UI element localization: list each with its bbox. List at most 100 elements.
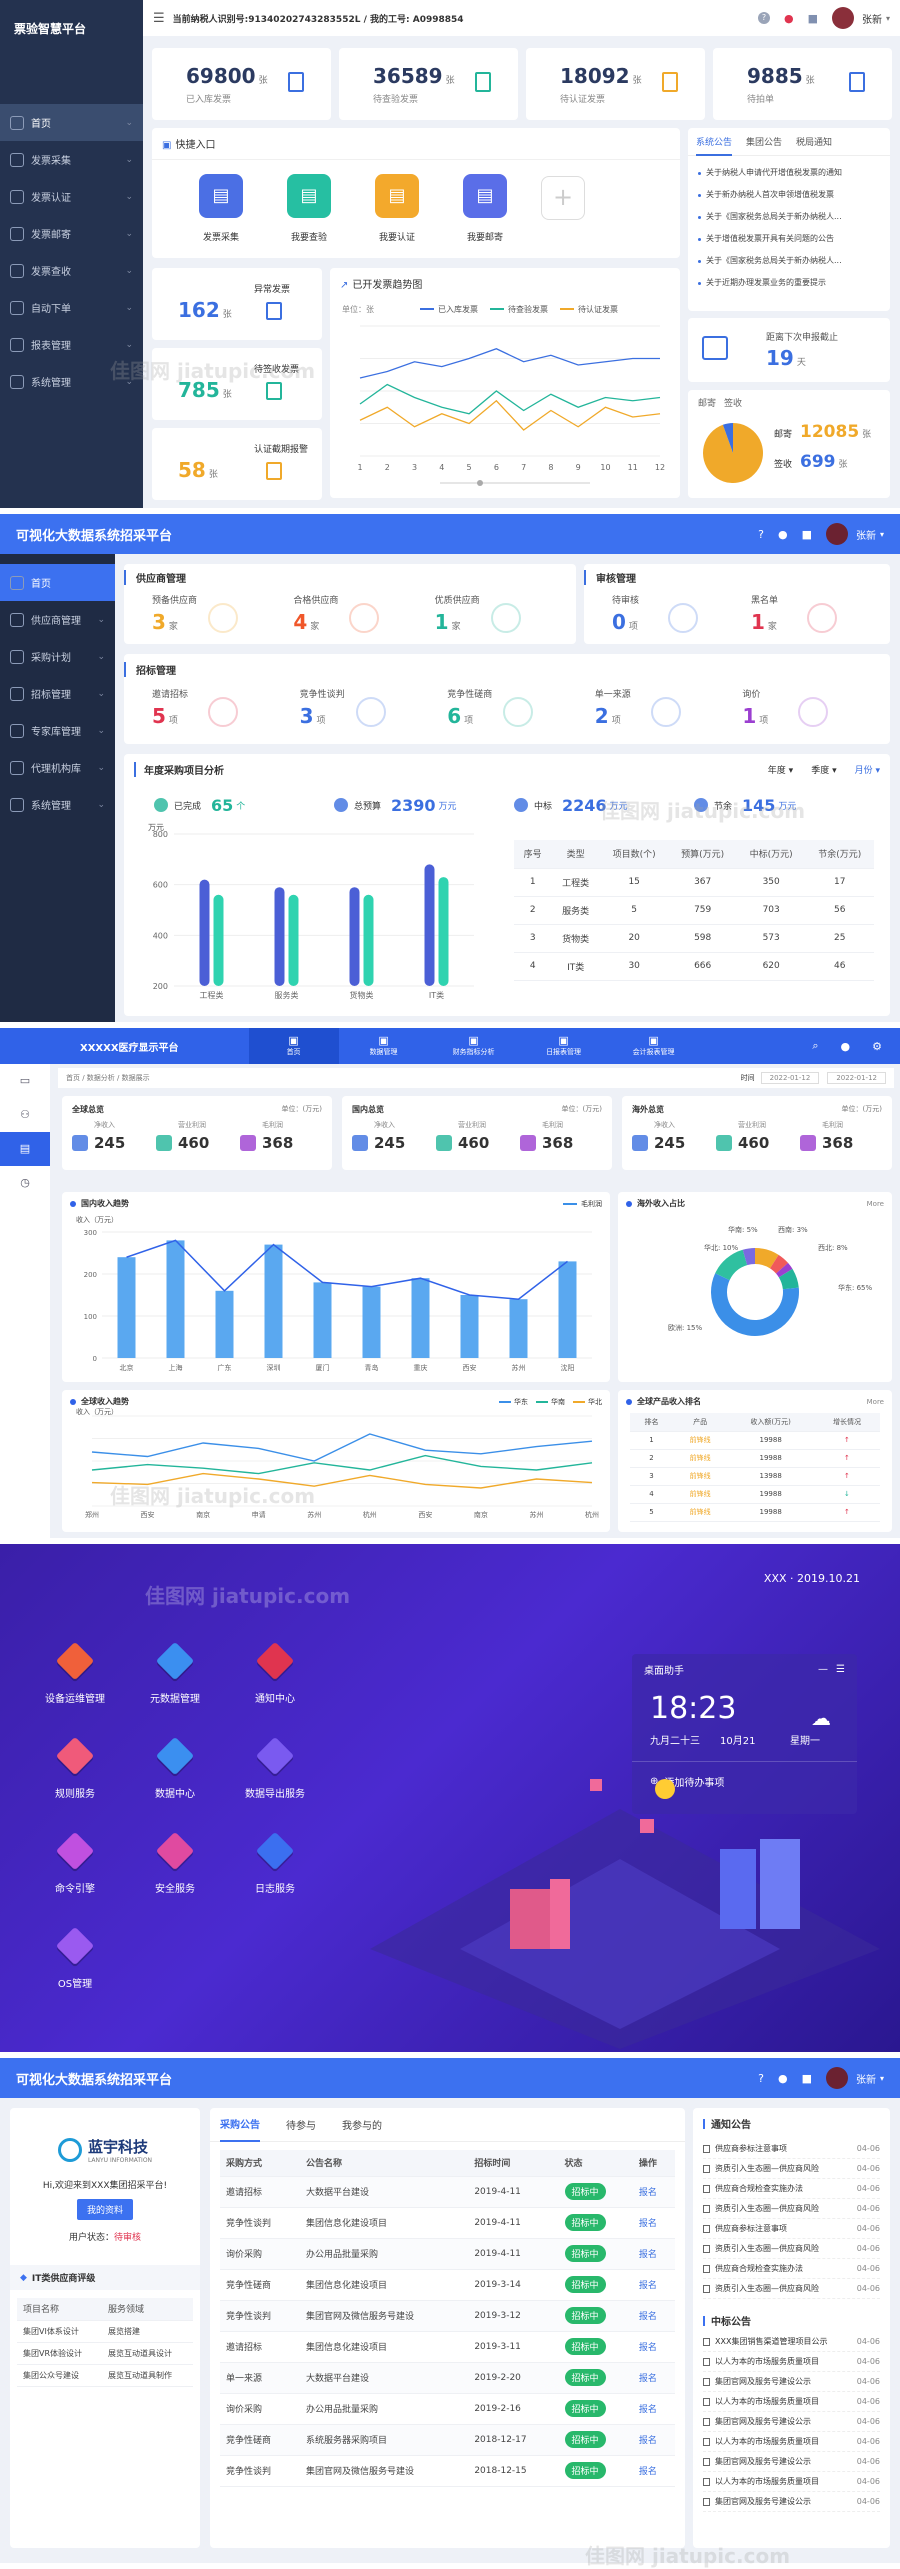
list-item[interactable]: 资质引入生态圈—供应商风险 04-06 [703, 2279, 880, 2299]
gear-icon[interactable]: ⚙ [872, 1039, 882, 1053]
table-cell[interactable]: 报名 [632, 2424, 675, 2456]
table-cell[interactable]: 招标中 [558, 2300, 633, 2332]
more-link[interactable]: More [866, 1397, 884, 1406]
username[interactable]: 张新 [855, 530, 876, 542]
stat-block[interactable]: 单一来源 2 项 [595, 687, 743, 733]
shirt-icon[interactable]: ■ [801, 2071, 812, 2085]
notice-tab[interactable]: 集团公告 [746, 138, 783, 148]
stat-block[interactable]: 询价 1 项 [742, 687, 890, 733]
table-cell[interactable]: 招标中 [558, 2331, 633, 2363]
sidebar-item[interactable]: 代理机构库 ⌄ [0, 749, 115, 786]
app-shortcut[interactable]: 设备运维管理 [30, 1641, 120, 1705]
username[interactable]: 张新 [855, 2074, 876, 2086]
sidebar-item[interactable]: 系统管理 ⌄ [0, 363, 143, 400]
quick-entry-item[interactable]: ▤ 我要认证 [353, 174, 441, 243]
signup-link[interactable]: 报名 [638, 2219, 657, 2229]
app-shortcut[interactable]: OS管理 [30, 1926, 120, 1990]
avatar[interactable] [831, 7, 854, 29]
app-shortcut[interactable]: 数据导出服务 [230, 1736, 320, 1800]
table-cell[interactable]: 报名 [632, 2238, 675, 2270]
list-item[interactable]: 以人为本的市场服务质量项目 04-06 [703, 2472, 880, 2492]
sidebar-item[interactable]: 专家库管理 ⌄ [0, 712, 115, 749]
main-tab[interactable]: ▣ 会计报表管理 [609, 1028, 699, 1064]
avatar[interactable] [825, 2067, 848, 2089]
app-shortcut[interactable]: 数据中心 [130, 1736, 220, 1800]
date-end-input[interactable]: 2022-01-12 [827, 1072, 886, 1084]
signup-link[interactable]: 报名 [638, 2188, 657, 2198]
sidebar-item[interactable]: 系统管理 ⌄ [0, 786, 115, 823]
notification-icon[interactable]: ● [777, 527, 788, 541]
chevron-down-icon[interactable]: ▾ [879, 529, 884, 539]
sidebar-item[interactable]: 招标管理 ⌄ [0, 675, 115, 712]
stat-block[interactable]: 邀请招标 5 项 [152, 687, 300, 733]
app-shortcut[interactable]: 安全服务 [130, 1831, 220, 1895]
stat-block[interactable]: 黑名单 1 家 [751, 593, 890, 639]
list-item[interactable]: 供应商合规检查实施办法 04-06 [703, 2179, 880, 2199]
app-shortcut[interactable]: 元数据管理 [130, 1641, 220, 1705]
help-icon[interactable]: ? [757, 12, 770, 24]
table-cell[interactable]: 报名 [632, 2455, 675, 2487]
signup-link[interactable]: 报名 [638, 2312, 657, 2322]
list-item[interactable]: 以人为本的市场服务质量项目 04-06 [703, 2352, 880, 2372]
notice-item[interactable]: 关于《国家税务总局关于新办纳税人... [698, 206, 880, 228]
username[interactable]: 张新 [861, 14, 882, 26]
filter-year[interactable]: 年度 ▾ [767, 766, 794, 776]
quick-entry-item[interactable]: ▤ 我要查验 [265, 174, 353, 243]
notice-item[interactable]: 关于近期办理发票业务的重要提示 [698, 272, 880, 294]
sidebar-item[interactable]: 首页 ⌄ [0, 104, 143, 141]
home-rail-icon[interactable]: ▭ [19, 1074, 31, 1087]
list-item[interactable]: XXX集团销售渠道管理项目公示 04-06 [703, 2332, 880, 2352]
table-cell[interactable]: 报名 [632, 2331, 675, 2363]
help-icon[interactable]: ? [758, 527, 764, 541]
notice-item[interactable]: 关于新办纳税人首次申领增值税发票 [698, 184, 880, 206]
signup-link[interactable]: 报名 [638, 2250, 657, 2260]
notification-icon[interactable]: ● [783, 11, 794, 25]
procurement-tab[interactable]: 我参与的 [342, 2121, 382, 2132]
notice-item[interactable]: 关于《国家税务总局关于新办纳税人... [698, 250, 880, 272]
sidebar-item[interactable]: 发票认证 ⌄ [0, 178, 143, 215]
my-profile-button[interactable]: 我的资料 [76, 2199, 133, 2220]
list-item[interactable]: 以人为本的市场服务质量项目 04-06 [703, 2432, 880, 2452]
procurement-tab[interactable]: 采购公告 [220, 2107, 260, 2142]
user-rail-icon[interactable]: ⚇ [20, 1108, 30, 1121]
sidebar-item[interactable]: 采购计划 ⌄ [0, 638, 115, 675]
sidebar-item[interactable]: 报表管理 ⌄ [0, 326, 143, 363]
table-cell[interactable]: 报名 [632, 2362, 675, 2394]
add-todo-button[interactable]: 添加待办事项 [664, 1778, 725, 1789]
signup-link[interactable]: 报名 [638, 2467, 657, 2477]
table-cell[interactable]: 招标中 [558, 2207, 633, 2239]
notice-tab[interactable]: 系统公告 [696, 127, 733, 156]
table-cell[interactable]: 招标中 [558, 2424, 633, 2456]
table-cell[interactable]: 报名 [632, 2393, 675, 2425]
list-item[interactable]: 供应商参标注意事项 04-06 [703, 2219, 880, 2239]
stat-block[interactable]: 预备供应商 3 家 [152, 593, 293, 639]
sidebar-item[interactable]: 发票邮寄 ⌄ [0, 215, 143, 252]
app-shortcut[interactable]: 命令引擎 [30, 1831, 120, 1895]
stat-block[interactable]: 待审核 0 项 [612, 593, 751, 639]
main-tab[interactable]: ▣ 日报表管理 [519, 1028, 609, 1064]
table-cell[interactable]: 招标中 [558, 2393, 633, 2425]
notice-item[interactable]: 关于增值税发票开具有关问题的公告 [698, 228, 880, 250]
list-item[interactable]: 资质引入生态圈—供应商风险 04-06 [703, 2199, 880, 2219]
sidebar-item[interactable]: 首页 [0, 564, 115, 601]
signup-link[interactable]: 报名 [638, 2436, 657, 2446]
signup-link[interactable]: 报名 [638, 2374, 657, 2384]
avatar[interactable] [825, 523, 848, 545]
table-cell[interactable]: 招标中 [558, 2362, 633, 2394]
table-cell[interactable]: 招标中 [558, 2238, 633, 2270]
list-item[interactable]: 集团官网及服务号建设公示 04-06 [703, 2452, 880, 2472]
app-shortcut[interactable]: 通知中心 [230, 1641, 320, 1705]
chevron-down-icon[interactable]: ▾ [879, 2073, 884, 2083]
list-item[interactable]: 集团官网及服务号建设公示 04-06 [703, 2492, 880, 2512]
add-icon[interactable]: + [541, 175, 585, 220]
table-cell[interactable]: 招标中 [558, 2455, 633, 2487]
tab-sign[interactable]: 签收 [724, 399, 743, 409]
list-item[interactable]: 以人为本的市场服务质量项目 04-06 [703, 2392, 880, 2412]
table-cell[interactable]: 招标中 [558, 2176, 633, 2208]
bell-icon[interactable]: ● [840, 1039, 851, 1053]
stat-block[interactable]: 优质供应商 1 家 [435, 593, 576, 639]
clock-rail-icon[interactable]: ◷ [20, 1176, 30, 1189]
app-shortcut[interactable]: 规则服务 [30, 1736, 120, 1800]
quick-entry-item[interactable]: ▤ 我要邮寄 [441, 174, 529, 243]
filter-month[interactable]: 月份 ▾ [854, 766, 880, 776]
